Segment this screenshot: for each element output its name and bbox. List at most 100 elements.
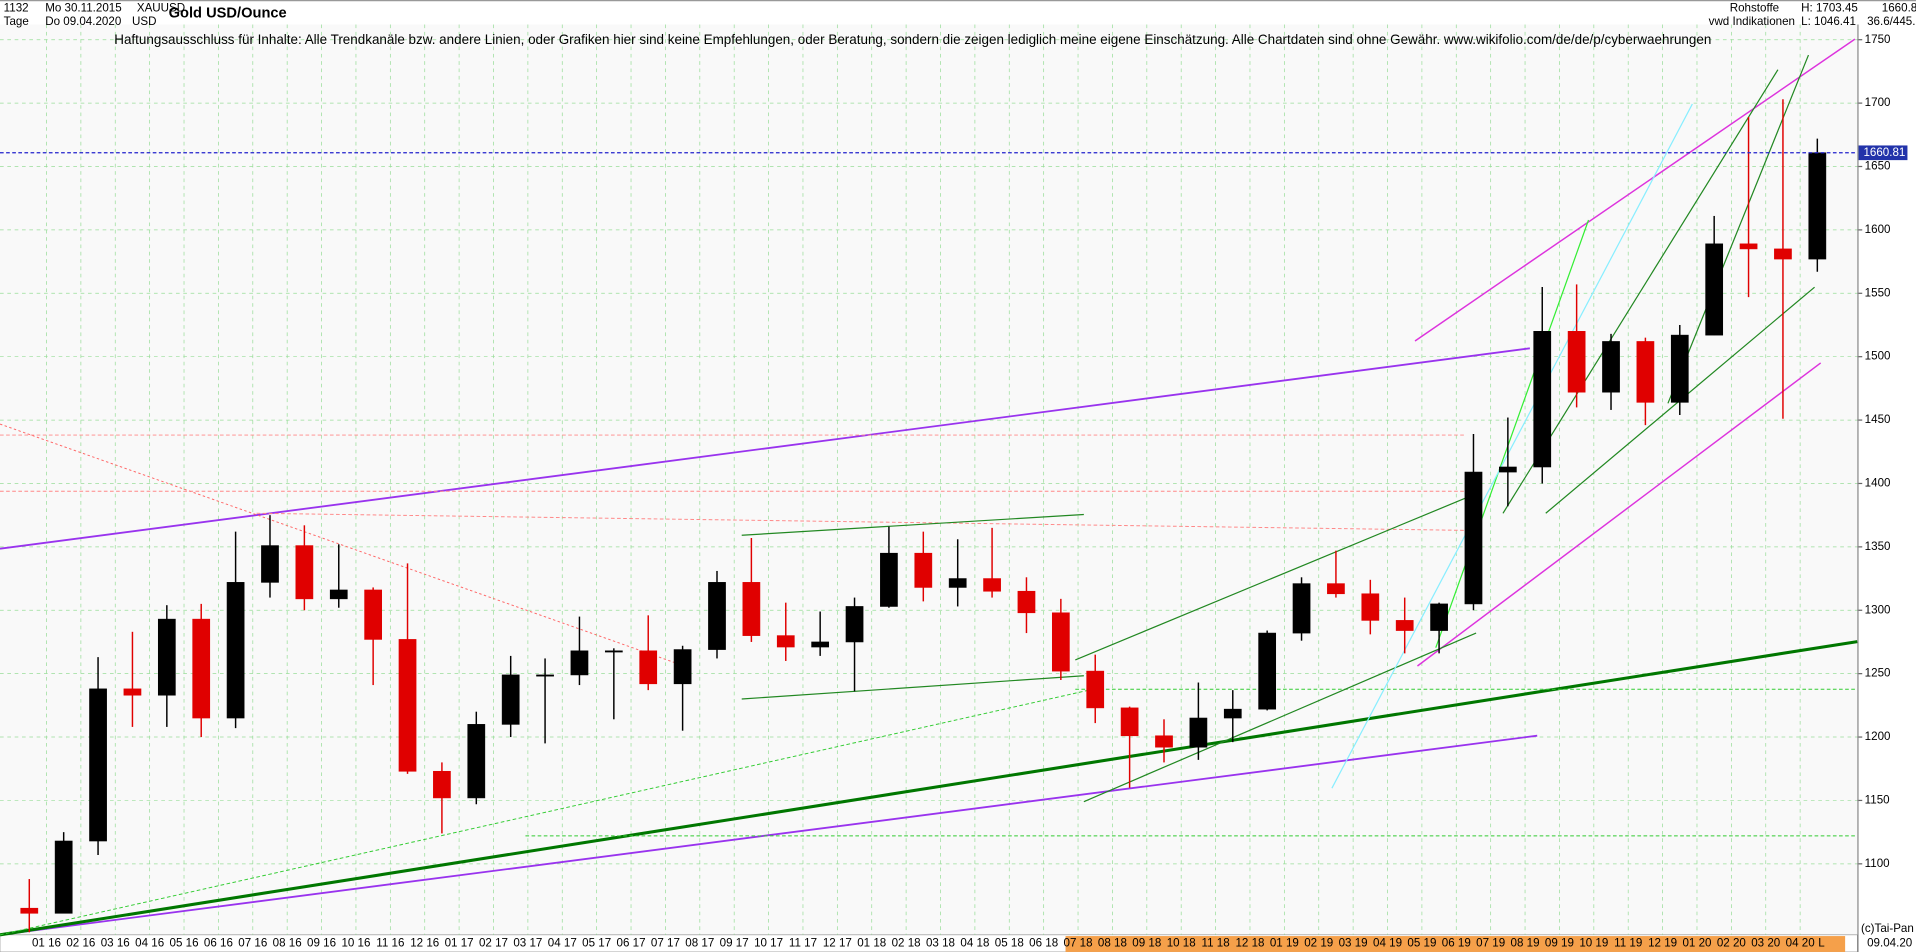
x-tick-label: 11 18 bbox=[1202, 936, 1230, 949]
x-tick-label: 10 18 bbox=[1167, 936, 1196, 949]
candle-body bbox=[1533, 331, 1552, 468]
header-source: vwd Indikationen bbox=[1709, 15, 1795, 28]
x-tick-label: 07 18 bbox=[1064, 936, 1093, 949]
candle-body bbox=[1464, 471, 1483, 605]
x-tick-label: 09 18 bbox=[1132, 936, 1161, 949]
candle-body bbox=[261, 545, 279, 583]
header-group: Rohstoffe bbox=[1730, 2, 1779, 15]
header-currency: USD bbox=[132, 15, 156, 28]
candle-body bbox=[776, 635, 795, 648]
x-tick-label: 02 20 bbox=[1717, 936, 1746, 949]
candle-body bbox=[1258, 632, 1277, 710]
trend-line bbox=[1667, 54, 1810, 404]
trend-line bbox=[741, 513, 1084, 536]
x-tick-label: 08 17 bbox=[685, 936, 714, 949]
x-tick-label: 09 19 bbox=[1545, 936, 1574, 949]
x-tick-label: 01 16 bbox=[32, 936, 61, 949]
candle-body bbox=[570, 650, 589, 676]
candle-body bbox=[1086, 670, 1105, 709]
candle-body bbox=[123, 688, 142, 696]
x-tick-label: 01 19 bbox=[1270, 936, 1299, 949]
x-tick-label: 12 19 bbox=[1648, 936, 1677, 949]
x-axis: 01 16 02 16 03 16 04 16 05 16 06 16 07 16 08 16… bbox=[32, 936, 1815, 949]
candle-body bbox=[226, 582, 245, 719]
x-tick-label: 01 18 bbox=[857, 936, 886, 949]
candle-body bbox=[639, 650, 658, 685]
x-tick-label: 03 16 bbox=[101, 936, 130, 949]
candle-body bbox=[295, 545, 314, 600]
candle-body bbox=[1223, 708, 1242, 719]
x-tick-label: 06 18 bbox=[1029, 936, 1058, 949]
x-tick-label: 11 19 bbox=[1614, 936, 1642, 949]
header-ratio: 36.6/445.2 bbox=[1867, 15, 1916, 28]
scale-mode: L bbox=[1818, 936, 1825, 949]
y-tick-label: 1450 bbox=[1865, 413, 1891, 426]
candle-body bbox=[1120, 707, 1139, 737]
x-tick-label: 09 16 bbox=[307, 936, 336, 949]
x-tick-label: 09 17 bbox=[720, 936, 749, 949]
trend-line bbox=[1075, 493, 1477, 661]
x-tick-label: 07 17 bbox=[651, 936, 680, 949]
candle-body bbox=[880, 552, 898, 607]
chart-title: Gold USD/Ounce bbox=[169, 5, 287, 21]
x-tick-label: 01 20 bbox=[1682, 936, 1711, 949]
x-tick-label: 11 16 bbox=[376, 936, 404, 949]
y-tick-label: 1750 bbox=[1865, 33, 1891, 46]
candle-body bbox=[1017, 590, 1036, 614]
candle-body bbox=[20, 907, 39, 914]
x-tick-label: 12 18 bbox=[1235, 936, 1264, 949]
header-high: H: 1703.45 bbox=[1801, 2, 1858, 15]
candle-body bbox=[364, 589, 383, 640]
y-tick-label: 1400 bbox=[1865, 477, 1891, 490]
x-tick-label: 03 18 bbox=[926, 936, 955, 949]
trend-line bbox=[1414, 38, 1856, 342]
candle-body bbox=[1739, 243, 1758, 250]
x-tick-label: 04 19 bbox=[1373, 936, 1402, 949]
header-last: 1660.81 bbox=[1882, 2, 1916, 15]
header-start-date: Mo 30.11.2015 bbox=[45, 2, 122, 15]
x-tick-label: 05 16 bbox=[170, 936, 199, 949]
x-tick-label: 04 17 bbox=[548, 936, 577, 949]
candle-body bbox=[398, 639, 417, 772]
y-tick-label: 1500 bbox=[1865, 350, 1891, 363]
y-tick-label: 1550 bbox=[1865, 286, 1891, 299]
x-tick-label: 08 19 bbox=[1511, 936, 1540, 949]
plot-background bbox=[0, 24, 1858, 935]
x-tick-label: 03 19 bbox=[1339, 936, 1368, 949]
candle-body bbox=[536, 674, 554, 677]
x-tick-label: 04 20 bbox=[1786, 936, 1815, 949]
y-axis: 1100 1150 1200 1250 1300 1350 1400 1450 1500 1550… bbox=[1857, 33, 1890, 870]
candle-body bbox=[501, 674, 520, 725]
candle-body bbox=[1774, 248, 1792, 260]
candle-body bbox=[1327, 583, 1345, 595]
axis-background bbox=[1857, 24, 1916, 952]
trend-line bbox=[1417, 362, 1822, 667]
x-tick-label: 02 18 bbox=[892, 936, 921, 949]
candle-body bbox=[1670, 334, 1689, 403]
y-tick-label: 1250 bbox=[1865, 667, 1891, 680]
candle-body bbox=[1567, 331, 1586, 393]
header-low: L: 1046.41 bbox=[1801, 15, 1856, 28]
trend-line bbox=[0, 423, 685, 667]
x-tick-label: 02 19 bbox=[1304, 936, 1333, 949]
trend-line bbox=[256, 512, 1467, 531]
candle-body bbox=[1705, 243, 1724, 336]
header-symbol: XAUUSD bbox=[137, 2, 185, 15]
x-tick-label: 10 17 bbox=[754, 936, 783, 949]
trend-line bbox=[0, 640, 1858, 937]
trend-line bbox=[1331, 103, 1693, 789]
x-tick-label: 02 17 bbox=[479, 936, 508, 949]
candle-body bbox=[1395, 620, 1414, 631]
x-tick-label: 05 17 bbox=[582, 936, 611, 949]
last-date: 09.04.20 bbox=[1867, 936, 1912, 949]
y-tick-label: 1150 bbox=[1865, 794, 1890, 807]
trend-line bbox=[0, 689, 1088, 936]
header-count: 1132 bbox=[4, 2, 29, 15]
highlight-band bbox=[1065, 936, 1846, 952]
candle-body bbox=[742, 582, 761, 636]
candles bbox=[20, 99, 1827, 933]
trend-line bbox=[1083, 632, 1477, 803]
x-tick-label: 12 16 bbox=[410, 936, 439, 949]
candle-body bbox=[1361, 593, 1380, 621]
trend-line bbox=[0, 347, 1530, 550]
